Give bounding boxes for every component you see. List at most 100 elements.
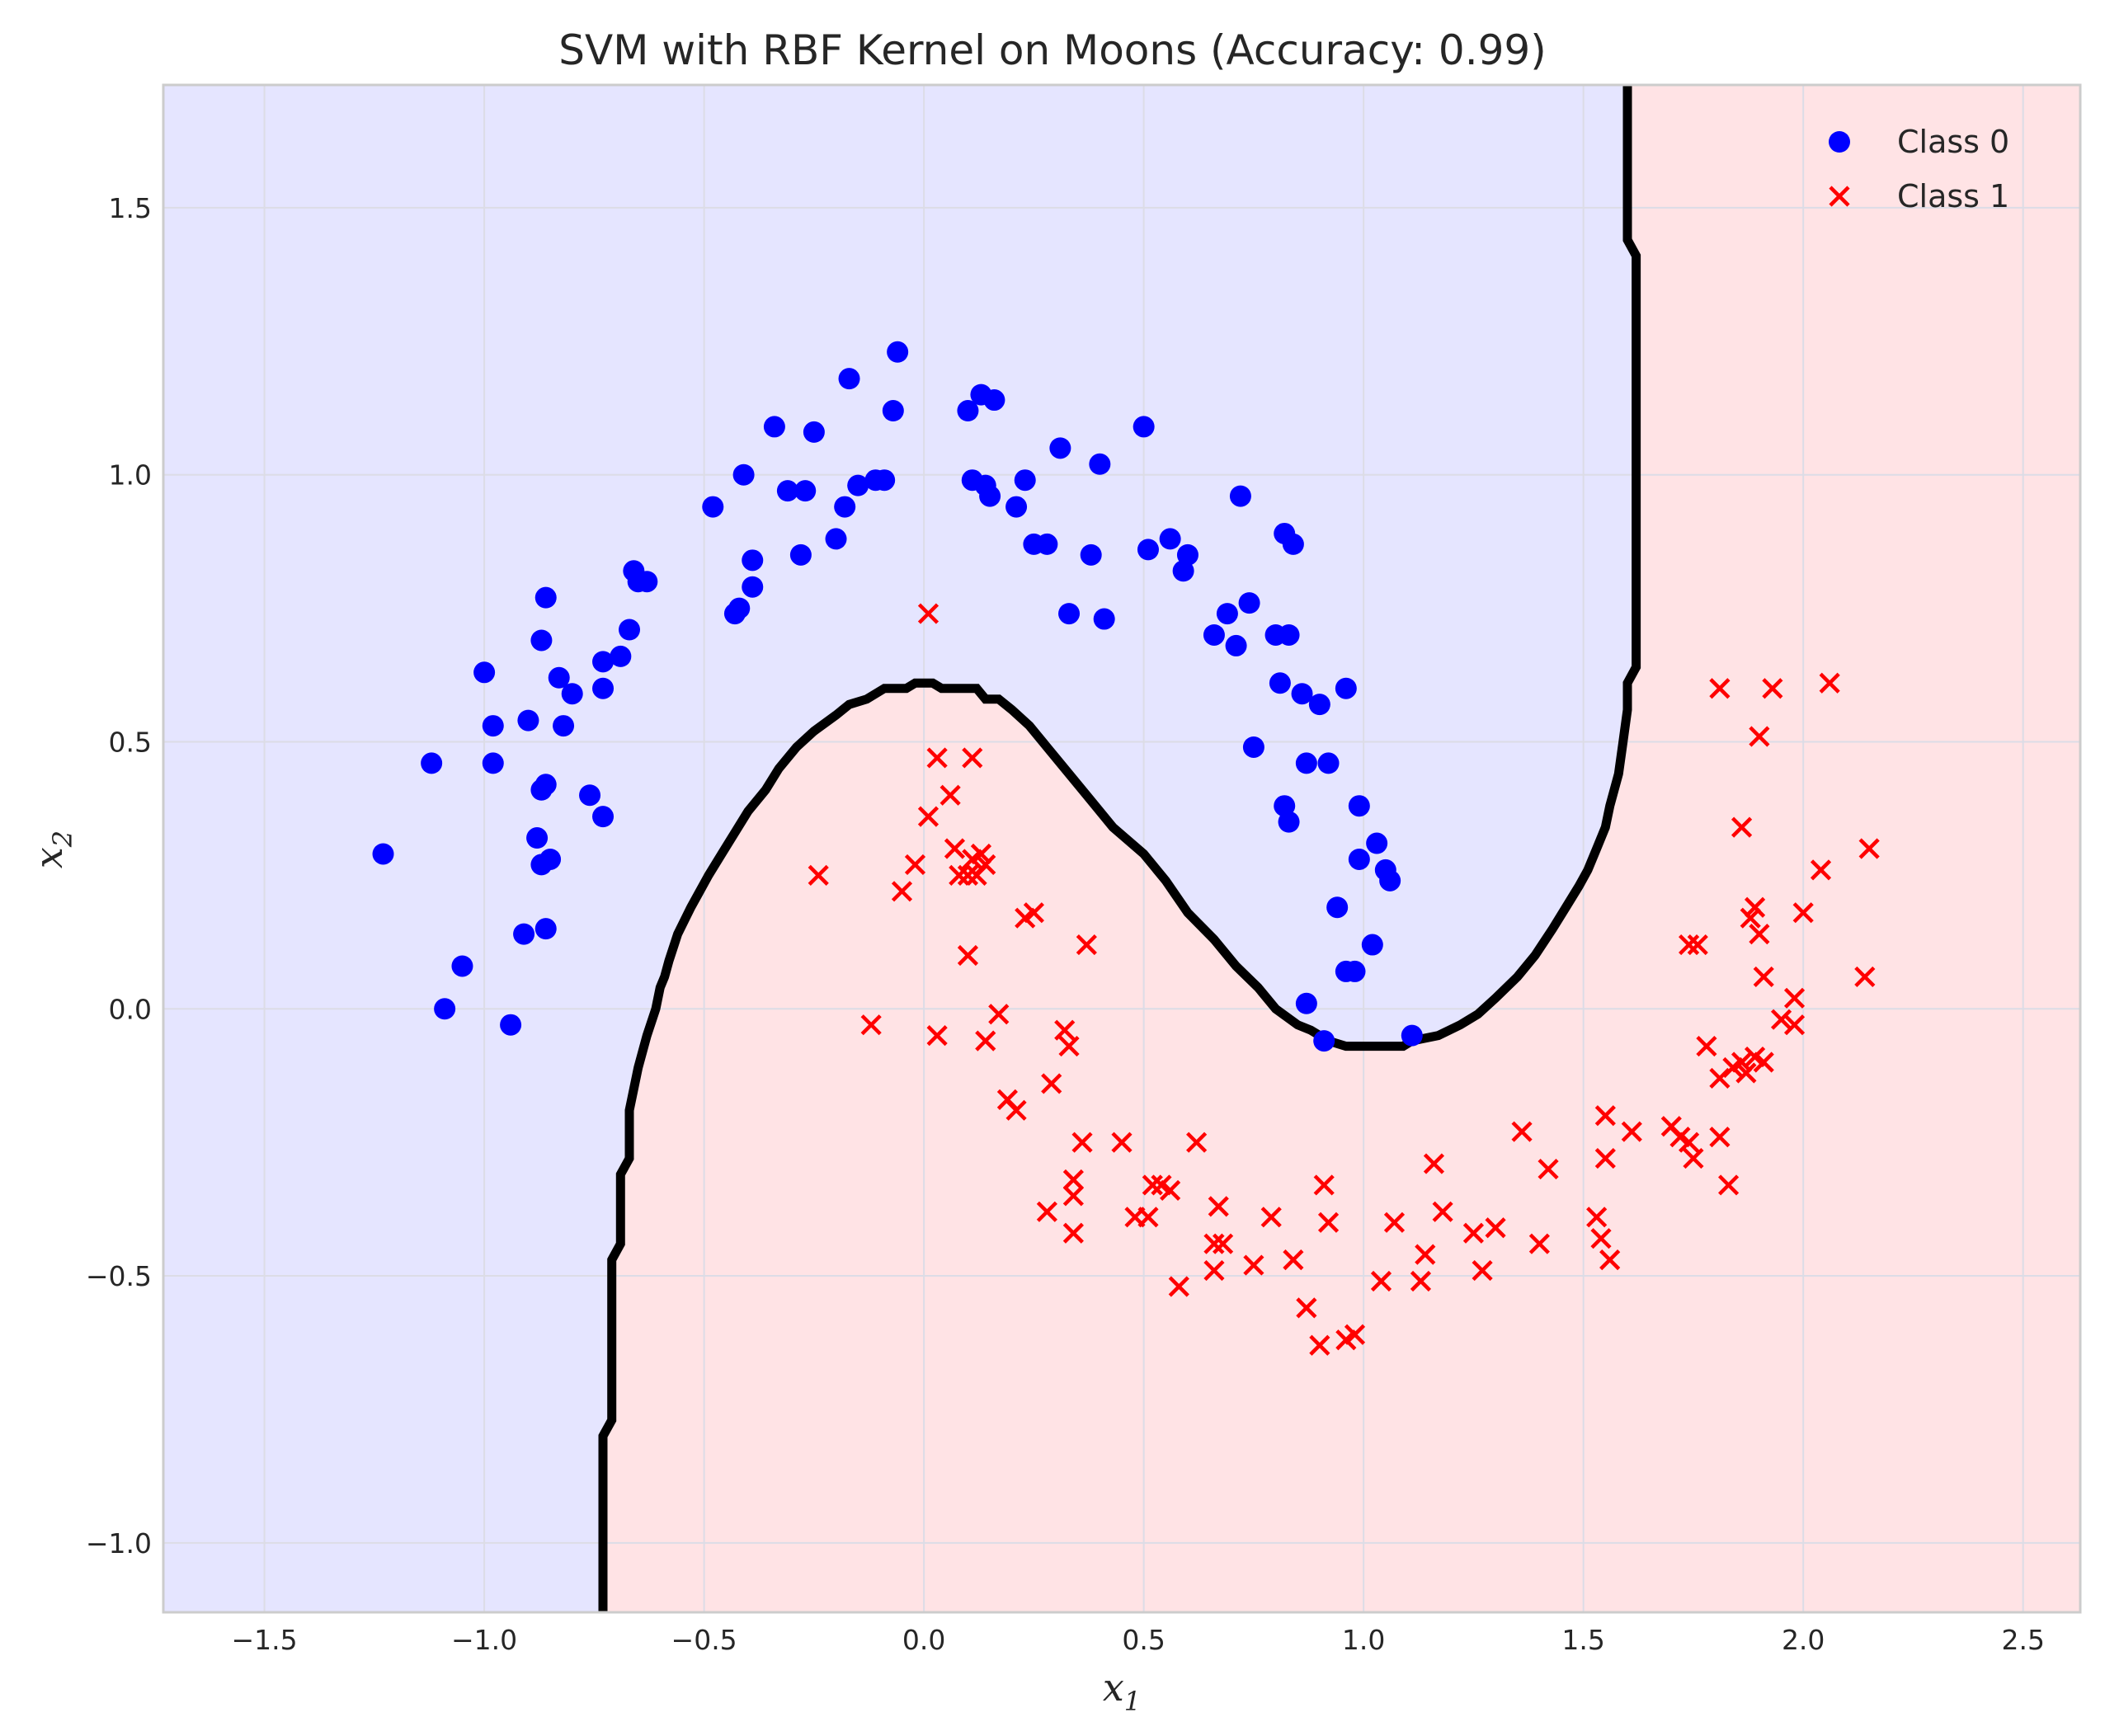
plot-frame — [162, 83, 2082, 1614]
class1-point-79 — [1709, 1127, 1731, 1148]
legend: Class 0 Class 1 — [1829, 124, 2009, 214]
class1-point-56 — [1410, 1270, 1432, 1292]
class1-point-10 — [949, 864, 970, 886]
class1-point-62 — [1485, 1217, 1506, 1239]
class0-point-15 — [534, 774, 557, 796]
x-axis-label-subscript: 1 — [1124, 1686, 1141, 1717]
class0-point-83 — [1295, 752, 1317, 774]
class0-point-6 — [482, 752, 504, 774]
class1-point-58 — [1423, 1153, 1445, 1174]
class0-point-86 — [1313, 1030, 1335, 1052]
class1-point-35 — [1137, 1207, 1159, 1228]
x-tick-label-5: 1.0 — [1342, 1624, 1385, 1656]
class0-point-62 — [1089, 453, 1111, 475]
class1-point-60 — [1462, 1222, 1485, 1244]
class0-point-65 — [1137, 539, 1159, 561]
class0-point-40 — [803, 421, 825, 443]
class1-point-1 — [860, 1014, 882, 1036]
class1-point-76 — [1683, 1147, 1704, 1169]
class1-point-47 — [1283, 1249, 1304, 1271]
class1-point-33 — [1111, 1131, 1133, 1153]
class0-point-8 — [513, 923, 535, 945]
chart-title: SVM with RBF Kernel on Moons (Accuracy: … — [558, 26, 1546, 74]
class1-point-42 — [1203, 1259, 1225, 1282]
class1-point-24 — [1036, 1201, 1057, 1222]
x-tick-label-7: 2.0 — [1782, 1624, 1825, 1656]
class1-point-49 — [1309, 1334, 1330, 1356]
class1-point-81 — [1709, 678, 1731, 699]
class1-point-75 — [1679, 1131, 1700, 1153]
class0-point-70 — [1216, 603, 1238, 625]
y-tick-label-0: −1.0 — [86, 1527, 152, 1560]
class1-point-5 — [917, 806, 939, 827]
class1-point-95 — [1770, 1009, 1792, 1030]
class0-point-66 — [1159, 528, 1181, 550]
class0-point-12 — [530, 629, 553, 652]
class0-point-19 — [553, 715, 575, 737]
class0-point-59 — [1049, 437, 1071, 459]
class0-point-9 — [517, 709, 539, 732]
class1-point-88 — [1744, 896, 1766, 918]
class1-point-0 — [808, 864, 829, 886]
x-axis-label: x1 — [1103, 1665, 1141, 1717]
class0-point-71 — [1225, 634, 1247, 656]
class1-point-25 — [1041, 1073, 1062, 1094]
class1-point-102 — [1858, 838, 1880, 859]
class1-point-77 — [1687, 934, 1708, 956]
class0-point-64 — [1133, 416, 1155, 438]
class1-point-45 — [1243, 1254, 1264, 1276]
class0-point-81 — [1282, 533, 1304, 555]
x-tick-label-1: −1.0 — [451, 1624, 517, 1656]
class1-point-31 — [1071, 1131, 1093, 1153]
class0-point-56 — [1014, 469, 1036, 492]
class0-point-53 — [979, 485, 1001, 507]
class0-point-82 — [1291, 683, 1313, 705]
class1-point-86 — [1735, 1062, 1757, 1084]
class1-point-96 — [1783, 1014, 1806, 1036]
class0-point-16 — [539, 848, 562, 870]
class1-point-21 — [1005, 1099, 1027, 1121]
class1-point-93 — [1753, 1051, 1774, 1073]
y-tick-label-2: 0.0 — [109, 993, 152, 1025]
class0-point-24 — [592, 651, 615, 673]
class1-point-16 — [970, 843, 992, 865]
class1-point-98 — [1792, 902, 1814, 924]
class0-point-80 — [1278, 623, 1300, 646]
x-axis-ticks: −1.5 −1.0 −0.5 0.0 0.5 1.0 1.5 2.0 2.5 — [232, 1624, 2045, 1656]
class0-point-1 — [421, 752, 443, 774]
class0-point-14 — [534, 586, 557, 609]
class1-point-30 — [1062, 1222, 1084, 1244]
class1-point-55 — [1383, 1211, 1406, 1233]
class0-point-97 — [1379, 869, 1401, 892]
class0-point-46 — [874, 469, 896, 492]
class1-point-23 — [1023, 902, 1044, 924]
class0-point-32 — [728, 597, 751, 619]
class0-point-10 — [526, 827, 549, 849]
class0-point-87 — [1317, 752, 1340, 774]
class0-point-30 — [702, 496, 724, 518]
class1-point-2 — [891, 881, 913, 902]
class1-point-99 — [1810, 859, 1832, 881]
class0-point-54 — [983, 389, 1005, 412]
decision-boundary — [598, 85, 1641, 1612]
class1-point-90 — [1749, 726, 1770, 747]
class1-point-50 — [1313, 1174, 1335, 1196]
class1-point-71 — [1621, 1121, 1642, 1142]
class0-point-47 — [882, 400, 904, 422]
class1-point-51 — [1317, 1211, 1340, 1233]
class0-point-20 — [561, 683, 583, 705]
class1-point-66 — [1586, 1207, 1608, 1228]
class1-point-82 — [1717, 1174, 1740, 1196]
legend-label-class0: Class 0 — [1897, 124, 2009, 160]
class1-point-91 — [1749, 924, 1770, 945]
class1-point-38 — [1160, 1179, 1181, 1202]
class0-point-95 — [1366, 832, 1388, 854]
y-axis-label: x2 — [26, 830, 78, 868]
class1-point-100 — [1819, 672, 1840, 694]
class1-point-74 — [1679, 934, 1700, 956]
class0-point-61 — [1080, 543, 1102, 566]
class1-point-27 — [1058, 1036, 1080, 1057]
class1-point-94 — [1762, 678, 1783, 699]
class0-point-37 — [776, 480, 798, 502]
